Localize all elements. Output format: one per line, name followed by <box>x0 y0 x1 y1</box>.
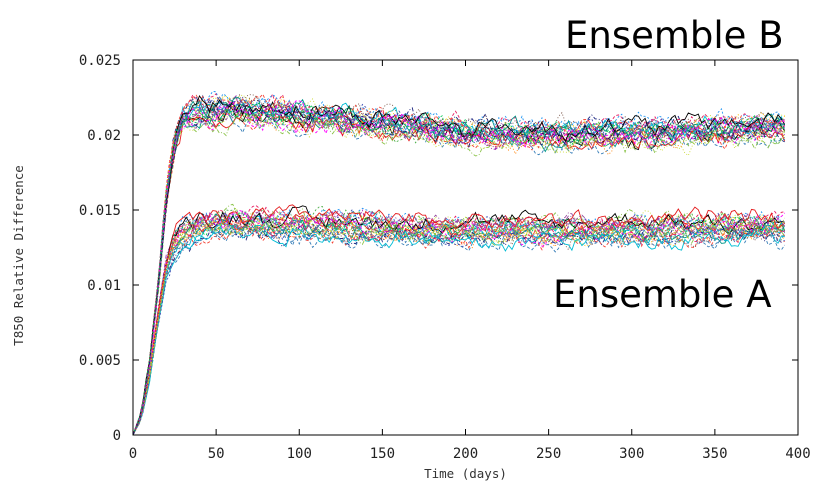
ensemble-b-member-line <box>132 103 785 436</box>
x-tick-label: 200 <box>453 446 478 462</box>
y-tick-label: 0.02 <box>87 128 121 144</box>
plot-frame <box>132 59 799 436</box>
x-tick-label: 100 <box>287 446 312 462</box>
ensemble-b-member-line <box>132 105 786 436</box>
ensemble-a-member-line <box>132 223 785 436</box>
ensemble-b-member-line <box>132 90 785 436</box>
ensemble-b-member-line <box>132 110 785 436</box>
ensemble-a-member-line <box>132 204 785 436</box>
y-axis-label: T850 Relative Difference <box>11 165 26 346</box>
ensemble-b-member-line <box>132 103 786 436</box>
ensemble-a-member-line <box>132 221 785 436</box>
ensemble-b-member-line <box>132 93 785 436</box>
ensemble-a-member-line <box>132 209 785 436</box>
ensemble-b-member-line <box>132 98 785 436</box>
y-axis: 0 0.005 0.01 0.015 0.02 0.025 <box>79 53 798 444</box>
ensemble-a-member-line <box>132 210 786 436</box>
y-tick-label: 0 <box>113 428 121 444</box>
ensemble-b-member-line <box>132 105 786 436</box>
ensemble-lines <box>132 90 786 436</box>
ensemble-b-member-line <box>132 94 786 436</box>
ensemble-b-member-line <box>132 101 786 436</box>
ensemble-a-member-line <box>132 222 785 436</box>
y-tick-label: 0.015 <box>79 203 121 219</box>
x-axis: 0 50 100 150 200 250 300 350 400 <box>129 60 811 462</box>
ensemble-a-member-line <box>132 216 786 436</box>
ensemble-a-member-line <box>132 216 785 436</box>
ensemble-b-annotation: Ensemble B <box>565 14 784 57</box>
ensemble-b-member-line <box>132 104 785 436</box>
ensemble-b-member-line <box>132 99 785 436</box>
x-tick-label: 50 <box>208 446 225 462</box>
ensemble-a-member-line <box>132 214 785 436</box>
ensemble-b-member-line <box>132 99 786 436</box>
ensemble-b-member-line <box>132 95 785 436</box>
ensemble-b-member-line <box>132 96 786 436</box>
ensemble-b-member-line <box>132 102 785 436</box>
x-tick-label: 400 <box>785 446 810 462</box>
ensemble-b-member-line <box>132 109 786 436</box>
y-tick-label: 0.025 <box>79 53 121 69</box>
ensemble-b-member-line <box>132 100 785 436</box>
ensemble-a-member-line <box>132 207 785 436</box>
ensemble-a-member-line <box>132 221 785 436</box>
ensemble-b-member-line <box>132 108 785 436</box>
ensemble-b-member-line <box>132 102 785 436</box>
ensemble-a-member-line <box>132 212 785 436</box>
ensemble-a-member-line <box>132 207 786 436</box>
ensemble-a-member-line <box>132 221 786 436</box>
ensemble-b-member-line <box>132 93 786 436</box>
x-tick-label: 300 <box>619 446 644 462</box>
ensemble-b-member-line <box>132 108 786 436</box>
ensemble-a-member-line <box>132 215 786 436</box>
ensemble-b-member-line <box>132 105 786 436</box>
x-axis-label: Time (days) <box>424 466 507 481</box>
x-tick-label: 250 <box>536 446 561 462</box>
y-tick-label: 0.005 <box>79 353 121 369</box>
ensemble-a-member-line <box>132 219 786 436</box>
ensemble-a-member-line <box>132 220 786 436</box>
x-tick-label: 0 <box>129 446 137 462</box>
ensemble-a-member-line <box>132 213 785 436</box>
x-tick-label: 150 <box>370 446 395 462</box>
ensemble-b-member-line <box>132 98 786 436</box>
ensemble-a-member-line <box>132 216 785 436</box>
ensemble-b-member-line <box>132 94 786 436</box>
ensemble-a-annotation: Ensemble A <box>553 273 772 316</box>
x-tick-label: 350 <box>702 446 727 462</box>
ensemble-a-member-line <box>132 224 785 436</box>
ensemble-b-member-line <box>132 94 785 436</box>
ensemble-a-member-line <box>132 213 786 436</box>
y-tick-label: 0.01 <box>87 278 121 294</box>
ensemble-a-member-line <box>132 222 786 436</box>
ensemble-b-member-line <box>132 96 785 436</box>
ensemble-a-member-line <box>132 209 786 436</box>
ensemble-a-member-line <box>132 216 785 436</box>
